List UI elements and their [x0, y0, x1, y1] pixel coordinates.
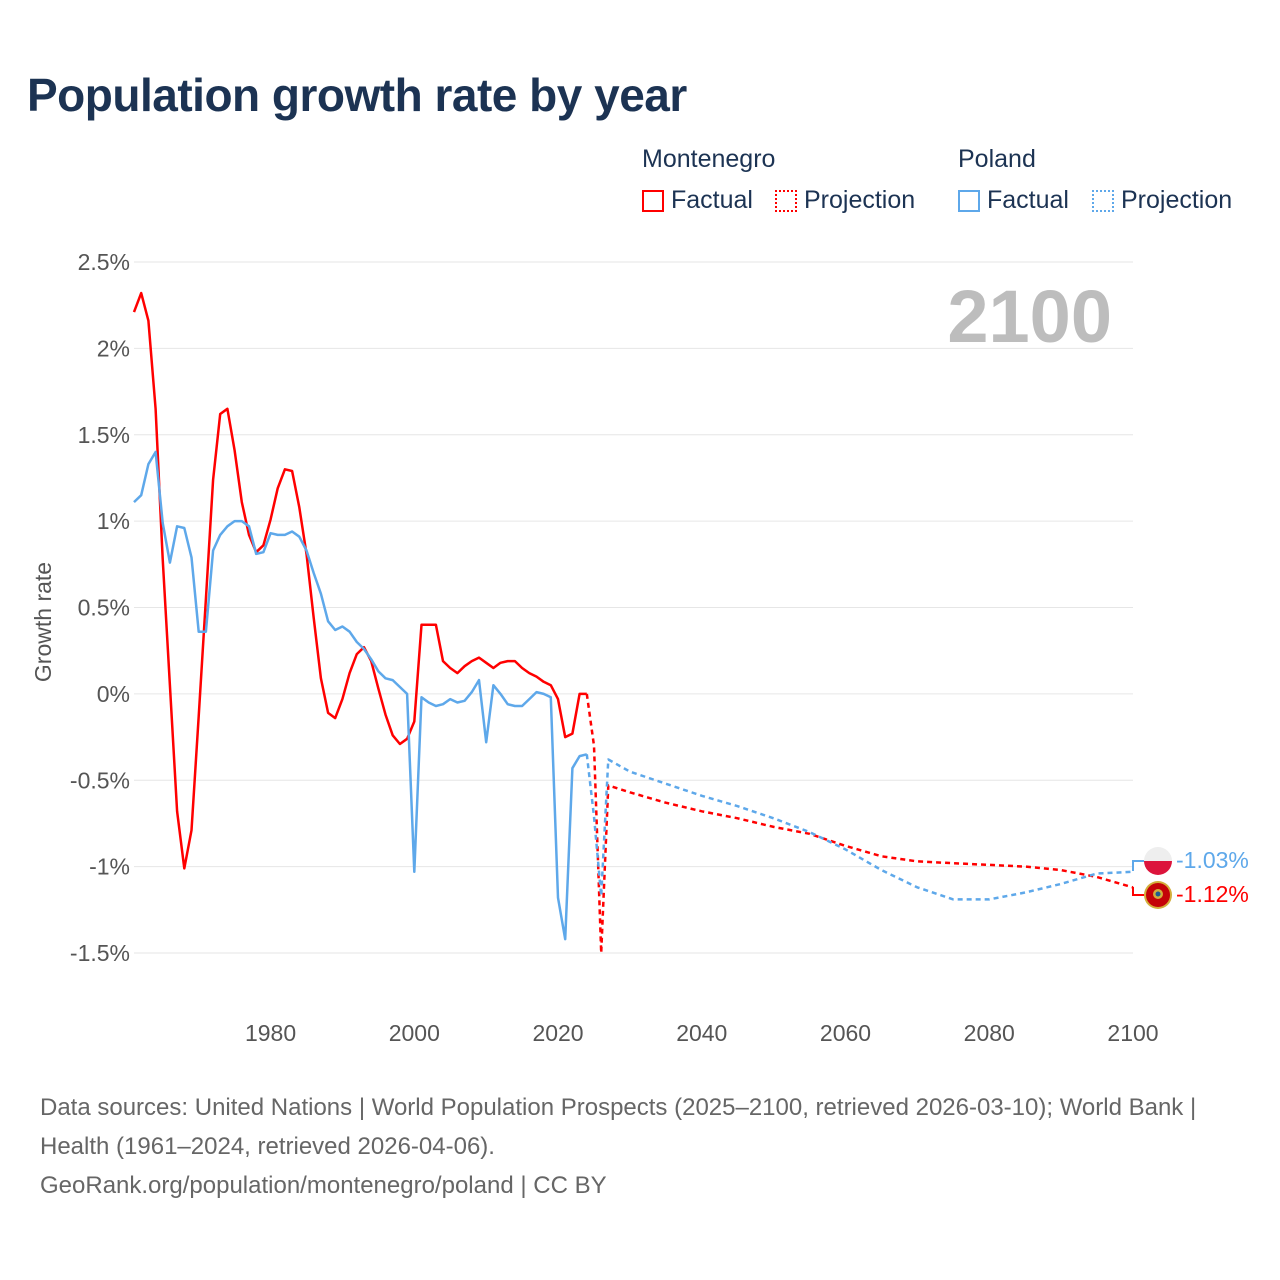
legend-montenegro-projection[interactable]: Projection — [775, 186, 915, 215]
x-tick-label: 2080 — [964, 1020, 1015, 1046]
y-tick-label: 1.5% — [78, 422, 130, 448]
x-tick-label: 2060 — [820, 1020, 871, 1046]
y-tick-label: -0.5% — [70, 767, 130, 793]
y-tick-label: 2.5% — [78, 249, 130, 275]
legend-swatch-solid — [642, 189, 664, 212]
end-marker-montenegro: -1.12% — [1132, 881, 1249, 909]
end-label-montenegro: -1.12% — [1176, 881, 1249, 907]
legend-label: Factual — [987, 186, 1069, 214]
legend-montenegro-factual[interactable]: Factual — [642, 186, 753, 215]
chart-title: Population growth rate by year — [27, 69, 687, 121]
y-tick-label: 2% — [97, 335, 130, 361]
poland-flag-icon — [1144, 847, 1172, 875]
legend-poland-factual[interactable]: Factual — [958, 186, 1069, 215]
x-tick-label: 2000 — [389, 1020, 440, 1046]
series-poland-factual — [133, 450, 588, 941]
legend-label: Projection — [804, 186, 916, 214]
series-poland-projection — [585, 754, 1134, 901]
x-tick-label: 2100 — [1107, 1020, 1158, 1046]
y-axis-label: Growth rate — [30, 562, 56, 682]
end-marker-poland: -1.03% — [1132, 847, 1249, 875]
x-tick-label: 1980 — [245, 1020, 296, 1046]
legend-swatch-dotted — [775, 189, 797, 212]
series-montenegro-factual — [132, 291, 587, 870]
x-tick-label: 2040 — [676, 1020, 727, 1046]
legend-poland-projection[interactable]: Projection — [1092, 186, 1232, 215]
y-tick-label: 0.5% — [78, 595, 130, 621]
footer: Data sources: United Nations | World Pop… — [40, 1088, 1240, 1205]
source-link[interactable]: GeoRank.org/population/montenegro/poland… — [40, 1172, 607, 1199]
y-tick-label: -1.5% — [70, 940, 130, 966]
y-tick-label: -1% — [89, 854, 130, 880]
y-tick-label: 0% — [97, 681, 130, 707]
data-sources: Data sources: United Nations | World Pop… — [40, 1094, 1197, 1160]
y-tick-label: 1% — [97, 508, 130, 534]
legend-label: Projection — [1121, 186, 1233, 214]
legend-country-poland: Poland — [958, 145, 1036, 173]
legend-swatch-solid — [958, 189, 980, 212]
x-tick-label: 2020 — [532, 1020, 583, 1046]
end-label-poland: -1.03% — [1176, 847, 1249, 873]
series-montenegro-projection — [585, 693, 1134, 955]
legend-swatch-dotted — [1092, 189, 1114, 212]
montenegro-flag-icon — [1144, 881, 1172, 909]
year-indicator: 2100 — [947, 275, 1112, 358]
legend-label: Factual — [671, 186, 753, 214]
legend-country-montenegro: Montenegro — [642, 145, 776, 173]
